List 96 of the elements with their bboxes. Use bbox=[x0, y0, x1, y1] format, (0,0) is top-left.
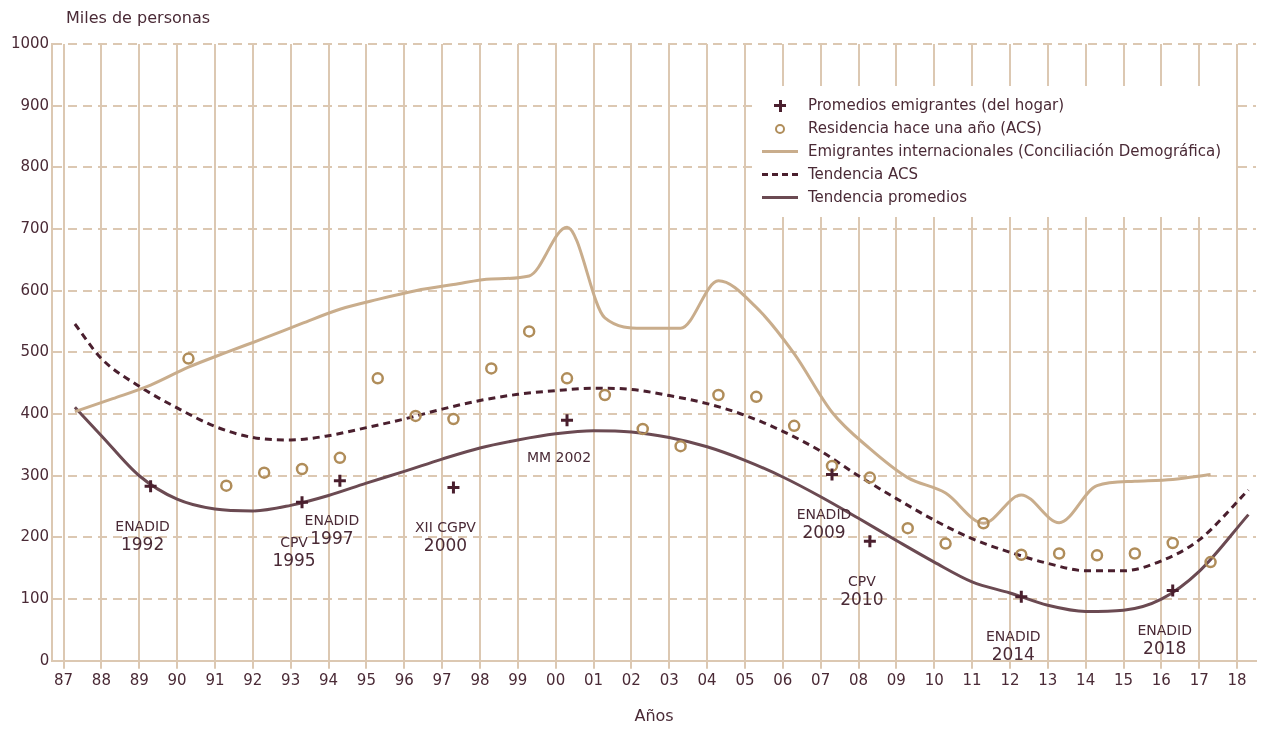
point bbox=[220, 479, 233, 492]
point bbox=[295, 462, 309, 476]
point bbox=[598, 388, 612, 402]
point bbox=[825, 459, 839, 473]
x-tick-label: 92 bbox=[243, 670, 263, 689]
x-tick-label: 88 bbox=[91, 670, 111, 689]
point bbox=[445, 479, 461, 495]
legend-label: Emigrantes internacionales (Conciliación Demográfica) bbox=[808, 141, 1221, 162]
point bbox=[674, 439, 687, 453]
x-tick-label: 11 bbox=[962, 670, 982, 689]
point bbox=[1052, 547, 1066, 560]
point bbox=[333, 451, 347, 465]
x-tick-label: 10 bbox=[924, 670, 944, 689]
legend-label: Promedios emigrantes (del hogar) bbox=[808, 95, 1065, 116]
y-tick-label: 700 bbox=[20, 218, 50, 237]
y-tick-label: 400 bbox=[20, 403, 50, 422]
point bbox=[182, 352, 195, 365]
x-tick-label: 16 bbox=[1151, 670, 1171, 689]
point bbox=[332, 473, 348, 489]
x-tick-label: 95 bbox=[356, 670, 376, 689]
x-tick-label: 96 bbox=[394, 670, 414, 689]
x-tick-label: 94 bbox=[318, 670, 339, 689]
point bbox=[294, 494, 310, 510]
point bbox=[636, 422, 649, 436]
x-tick-label: 15 bbox=[1113, 670, 1134, 689]
x-tick-label: 02 bbox=[621, 670, 641, 689]
x-tick-label: 87 bbox=[53, 670, 74, 689]
x-tick-label: 89 bbox=[129, 670, 149, 689]
annotation: ENADID 2014 bbox=[985, 628, 1041, 665]
x-tick-label: 17 bbox=[1189, 670, 1209, 689]
x-tick-label: 01 bbox=[583, 670, 604, 689]
x-tick-label: 91 bbox=[205, 670, 225, 689]
x-tick-label: 08 bbox=[848, 670, 869, 689]
x-tick-label: 05 bbox=[735, 670, 755, 689]
x-tick-label: 07 bbox=[811, 670, 831, 689]
x-tick-label: 18 bbox=[1227, 670, 1247, 689]
y-tick-label: 800 bbox=[20, 157, 50, 176]
point bbox=[977, 517, 990, 530]
annotation: ENADID 2009 bbox=[796, 506, 852, 542]
point bbox=[862, 533, 878, 549]
y-tick-label: 600 bbox=[20, 280, 50, 299]
x-axis-title: Años bbox=[634, 705, 674, 725]
x-tick-label: 03 bbox=[659, 670, 679, 689]
point bbox=[901, 521, 914, 535]
y-tick-label: 300 bbox=[20, 465, 50, 484]
legend-label: Tendencia ACS bbox=[808, 164, 918, 185]
y-axis-title: Miles de personas bbox=[65, 8, 212, 29]
point bbox=[1204, 555, 1217, 569]
point bbox=[522, 325, 536, 338]
point bbox=[863, 471, 877, 484]
annotation: CPV 2010 bbox=[840, 572, 884, 609]
x-tick-label: 93 bbox=[281, 670, 301, 689]
legend-label: Tendencia promedios bbox=[808, 187, 968, 208]
x-tick-label: 09 bbox=[886, 670, 906, 689]
y-tick-label: 0 bbox=[39, 650, 50, 669]
point bbox=[485, 362, 498, 375]
y-tick-label: 500 bbox=[20, 342, 50, 361]
x-tick-label: 06 bbox=[773, 670, 793, 689]
y-tick-label: 900 bbox=[20, 95, 50, 114]
x-tick-label: 90 bbox=[167, 670, 187, 689]
point bbox=[824, 467, 840, 483]
annotation: ENADID 1992 bbox=[115, 517, 170, 554]
x-tick-label: 97 bbox=[432, 670, 452, 689]
annotation: ENADID 2018 bbox=[1137, 622, 1193, 658]
point bbox=[1166, 536, 1179, 550]
point bbox=[143, 478, 159, 494]
annotation: XII CGPV 2000 bbox=[414, 519, 477, 555]
point bbox=[560, 372, 574, 385]
x-tick-label: 99 bbox=[508, 670, 528, 689]
x-tick-label: 12 bbox=[1000, 670, 1020, 689]
line-series bbox=[73, 405, 1250, 613]
point bbox=[257, 466, 271, 479]
annotation: MM 2002 bbox=[526, 448, 592, 465]
y-tick-label: 100 bbox=[20, 589, 50, 608]
y-tick-label: 200 bbox=[20, 527, 50, 546]
x-tick-label: 04 bbox=[697, 670, 717, 689]
x-tick-label: 13 bbox=[1038, 670, 1058, 689]
point bbox=[1013, 589, 1029, 605]
point bbox=[1165, 582, 1181, 598]
point bbox=[371, 372, 384, 385]
y-tick-label: 1000 bbox=[10, 33, 50, 52]
point bbox=[1015, 548, 1028, 561]
point bbox=[409, 409, 422, 423]
point bbox=[447, 412, 460, 426]
legend-label: Residencia hace una año (ACS) bbox=[808, 118, 1042, 139]
point bbox=[559, 412, 575, 428]
x-tick-label: 98 bbox=[470, 670, 490, 689]
line-series bbox=[73, 322, 1250, 573]
x-tick-label: 00 bbox=[546, 670, 566, 689]
x-tick-label: 14 bbox=[1076, 670, 1096, 689]
point bbox=[712, 388, 725, 402]
point bbox=[1128, 547, 1142, 560]
point bbox=[750, 390, 763, 404]
point bbox=[1090, 549, 1104, 562]
point bbox=[939, 537, 952, 550]
point bbox=[787, 419, 801, 433]
